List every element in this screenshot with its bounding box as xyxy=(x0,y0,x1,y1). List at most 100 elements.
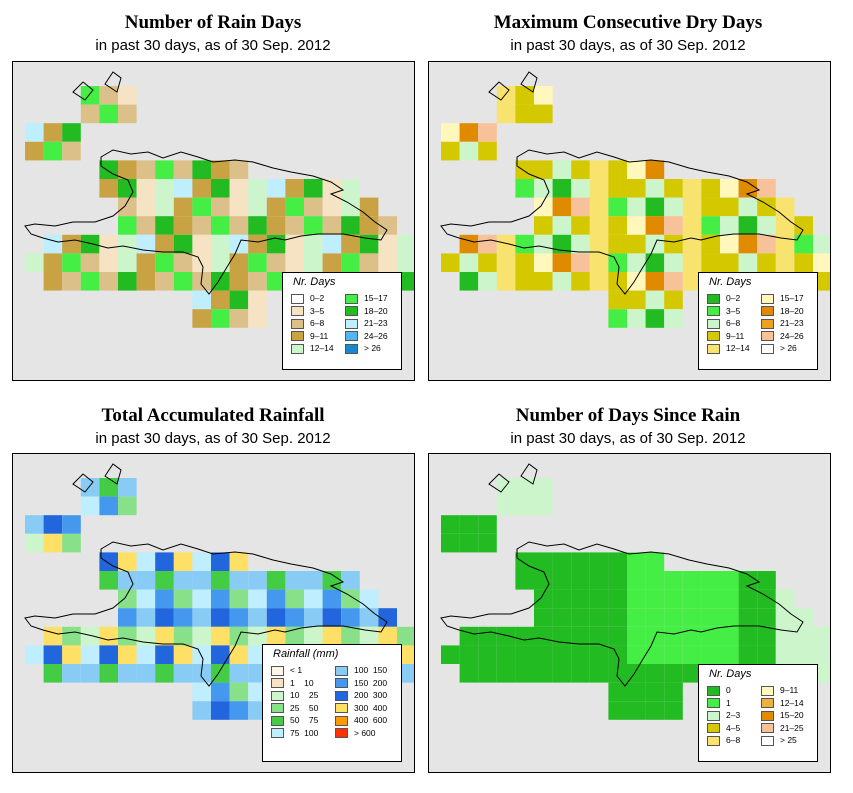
grid-cell xyxy=(627,701,646,720)
grid-cell xyxy=(534,626,553,646)
grid-cell xyxy=(304,608,323,627)
grid-cell xyxy=(515,104,534,124)
grid-cell xyxy=(341,608,360,627)
grid-cell xyxy=(757,645,776,664)
grid-cell xyxy=(534,571,553,590)
grid-cell xyxy=(322,608,342,627)
panel-title: Total Accumulated Rainfall xyxy=(101,405,325,426)
grid-cell xyxy=(99,478,118,497)
grid-cell xyxy=(192,160,211,179)
grid-cell xyxy=(229,160,249,179)
grid-cell xyxy=(99,272,118,291)
grid-cell xyxy=(441,123,460,142)
grid-cell xyxy=(211,552,230,571)
grid-cell xyxy=(118,86,137,105)
grid-cell xyxy=(571,179,590,198)
legend-label: 9–11 xyxy=(726,330,745,341)
grid-cell xyxy=(627,608,646,627)
grid-cell xyxy=(552,234,572,254)
grid-cell xyxy=(192,216,211,235)
grid-cell xyxy=(62,123,81,142)
grid-cell xyxy=(248,608,267,627)
grid-cell xyxy=(322,234,342,254)
legend-label: 9–11 xyxy=(780,685,799,695)
grid-cell xyxy=(322,197,342,217)
grid-cell xyxy=(43,515,63,534)
legend-label: 200 300 xyxy=(354,690,388,700)
grid-cell xyxy=(155,571,174,590)
grid-cell xyxy=(211,234,230,254)
grid-cell xyxy=(359,608,379,627)
grid-cell xyxy=(359,216,379,235)
grid-cell xyxy=(211,290,230,310)
grid-cell xyxy=(608,197,627,217)
legend-entry: 18–20 xyxy=(761,306,804,317)
legend-label: 1 10 xyxy=(290,677,314,688)
island-coastline xyxy=(520,71,538,93)
grid-cell xyxy=(136,552,156,571)
grid-cell xyxy=(211,197,230,217)
grid-cell xyxy=(627,682,646,702)
grid-cell xyxy=(496,496,516,516)
grid-cell xyxy=(62,253,81,272)
legend-swatch xyxy=(291,343,304,354)
grid-cell xyxy=(794,216,813,235)
grid-cell xyxy=(645,571,665,590)
legend-entry: > 26 xyxy=(345,343,381,354)
grid-cell xyxy=(682,179,702,198)
grid-cell xyxy=(136,216,156,235)
legend-entry: 4–5 xyxy=(707,723,740,734)
grid-cell xyxy=(459,234,479,254)
legend-label: 0–2 xyxy=(310,293,325,303)
grid-cell xyxy=(136,272,156,291)
legend-label: 21–23 xyxy=(364,318,388,328)
grid-cell xyxy=(571,216,590,235)
grid-cell xyxy=(155,608,174,627)
grid-cell xyxy=(496,234,516,254)
legend-swatch xyxy=(707,685,720,696)
legend-label: 0–2 xyxy=(726,293,741,303)
grid-cell xyxy=(173,645,193,664)
grid-cell xyxy=(552,571,572,590)
grid-cell xyxy=(285,608,304,627)
grid-cell xyxy=(192,234,211,254)
grid-cell xyxy=(515,645,534,664)
grid-cell xyxy=(664,571,683,590)
grid-cell xyxy=(285,626,304,646)
grid-cell xyxy=(229,552,249,571)
grid-cell xyxy=(571,608,590,627)
legend-label: 6–8 xyxy=(726,318,741,328)
grid-cell xyxy=(534,552,553,571)
grid-cell xyxy=(552,197,572,217)
island-coastline xyxy=(104,71,122,93)
legend-swatch xyxy=(345,318,358,329)
grid-cell xyxy=(664,589,683,609)
legend-swatch xyxy=(761,343,774,354)
grid-cell xyxy=(99,179,118,198)
grid-cell xyxy=(608,552,627,571)
grid-cell xyxy=(266,234,286,254)
legend-label: 9–11 xyxy=(310,330,329,341)
days-since-rain-map: Nr. Days 0 1 2–3 4–5 6–8 9–11 12–14 15–20 21–25 > … xyxy=(428,453,831,773)
grid-cell xyxy=(118,608,137,627)
grid-cell xyxy=(571,645,590,664)
legend-entry: 9–11 xyxy=(761,685,798,696)
grid-cell xyxy=(664,608,683,627)
legend-swatch xyxy=(335,690,348,701)
grid-cell xyxy=(552,160,572,179)
grid-cell xyxy=(552,552,572,571)
grid-cell xyxy=(794,626,813,646)
grid-cell xyxy=(515,234,534,254)
grid-cell xyxy=(304,216,323,235)
grid-cell xyxy=(192,197,211,217)
grid-cell xyxy=(645,290,665,310)
grid-cell xyxy=(738,589,758,609)
grid-cell xyxy=(229,309,249,328)
grid-cell xyxy=(285,253,304,272)
grid-cell xyxy=(589,160,609,179)
grid-cell xyxy=(155,626,174,646)
grid-cell xyxy=(285,589,304,609)
legend-entry: 15–17 xyxy=(345,293,388,304)
grid-cell xyxy=(459,626,479,646)
grid-cell xyxy=(62,272,81,291)
